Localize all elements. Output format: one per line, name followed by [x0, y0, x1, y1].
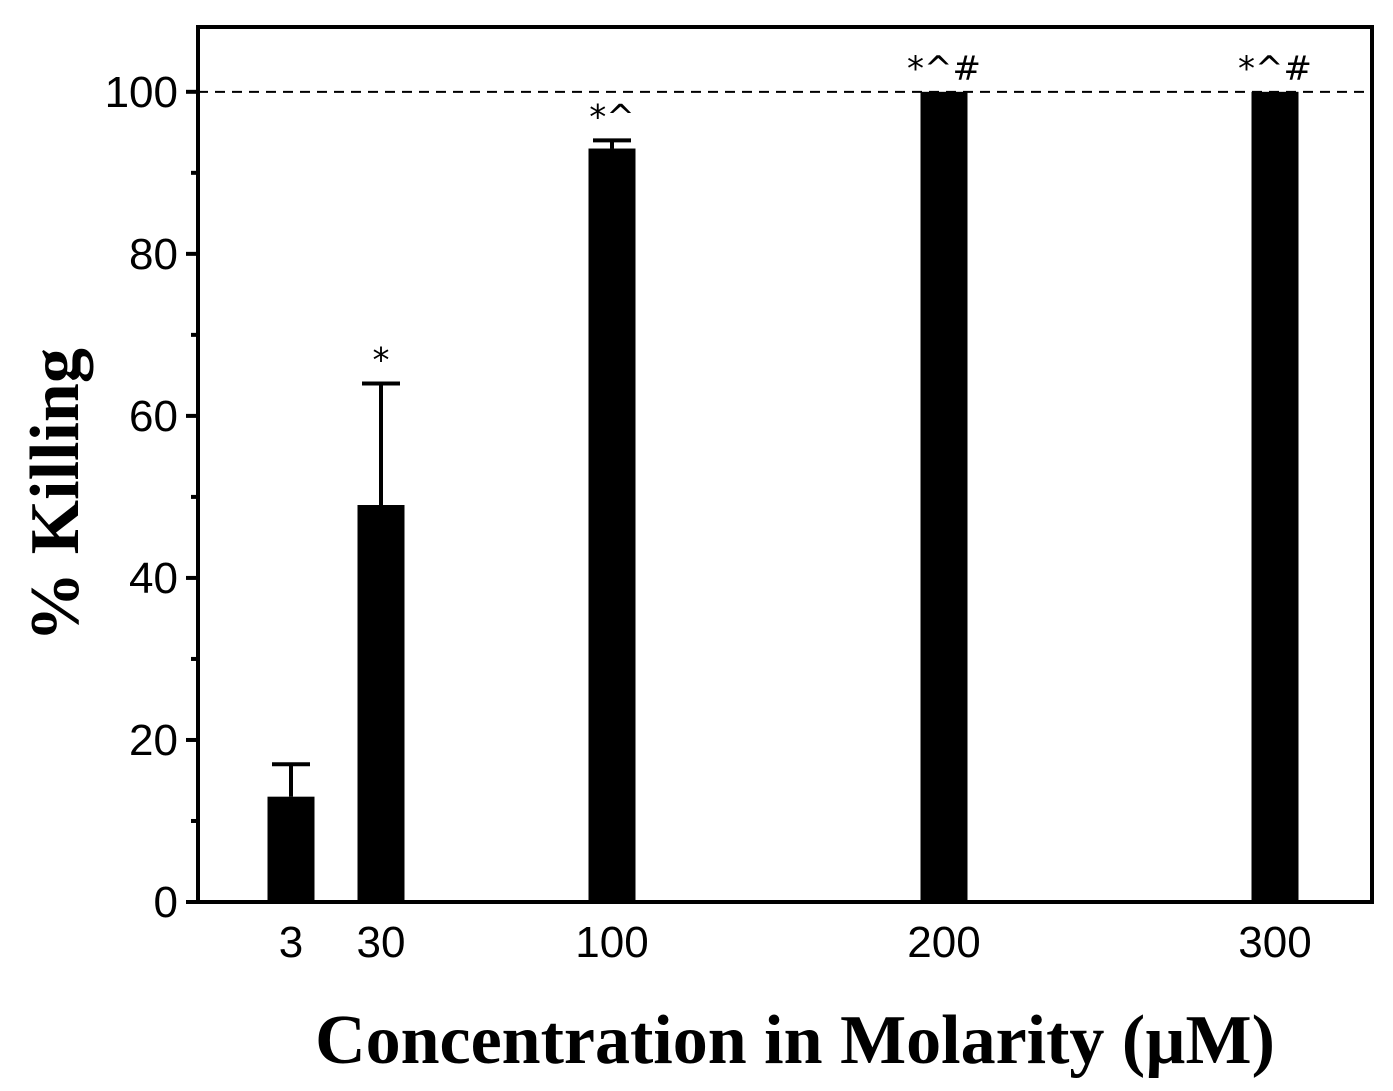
y-tick-label-80: 80 — [129, 230, 178, 279]
annotation-300: *^# — [1238, 49, 1312, 89]
x-axis-ticks: 3 30 100 200 300 — [279, 918, 1312, 967]
annotation-200: *^# — [907, 49, 981, 89]
y-tick-label-20: 20 — [129, 716, 178, 765]
plot-frame — [196, 25, 1374, 904]
x-tick-label-30: 30 — [357, 918, 406, 967]
bar-3 — [267, 796, 315, 902]
x-tick-label-300: 300 — [1238, 918, 1311, 967]
annotation-30: * — [373, 340, 390, 380]
y-tick-label-60: 60 — [129, 392, 178, 441]
y-tick-label-100: 100 — [105, 68, 178, 117]
bar-30 — [357, 505, 405, 902]
x-tick-label-100: 100 — [575, 918, 648, 967]
y-axis-label: % Killing — [17, 348, 94, 642]
x-tick-label-200: 200 — [907, 918, 980, 967]
bar-200 — [920, 91, 968, 902]
y-tick-label-40: 40 — [129, 554, 178, 603]
bar-100 — [588, 148, 636, 902]
bars-group — [267, 91, 1299, 902]
y-tick-label-0: 0 — [154, 878, 178, 927]
y-axis-ticks: 0 20 40 60 80 100 — [105, 68, 198, 927]
bar-300 — [1251, 91, 1299, 902]
x-tick-label-3: 3 — [279, 918, 303, 967]
annotation-100: *^ — [589, 97, 635, 137]
x-axis-label: Concentration in Molarity (µM) — [315, 1002, 1275, 1079]
significance-annotations: * *^ *^# *^# — [373, 49, 1312, 381]
